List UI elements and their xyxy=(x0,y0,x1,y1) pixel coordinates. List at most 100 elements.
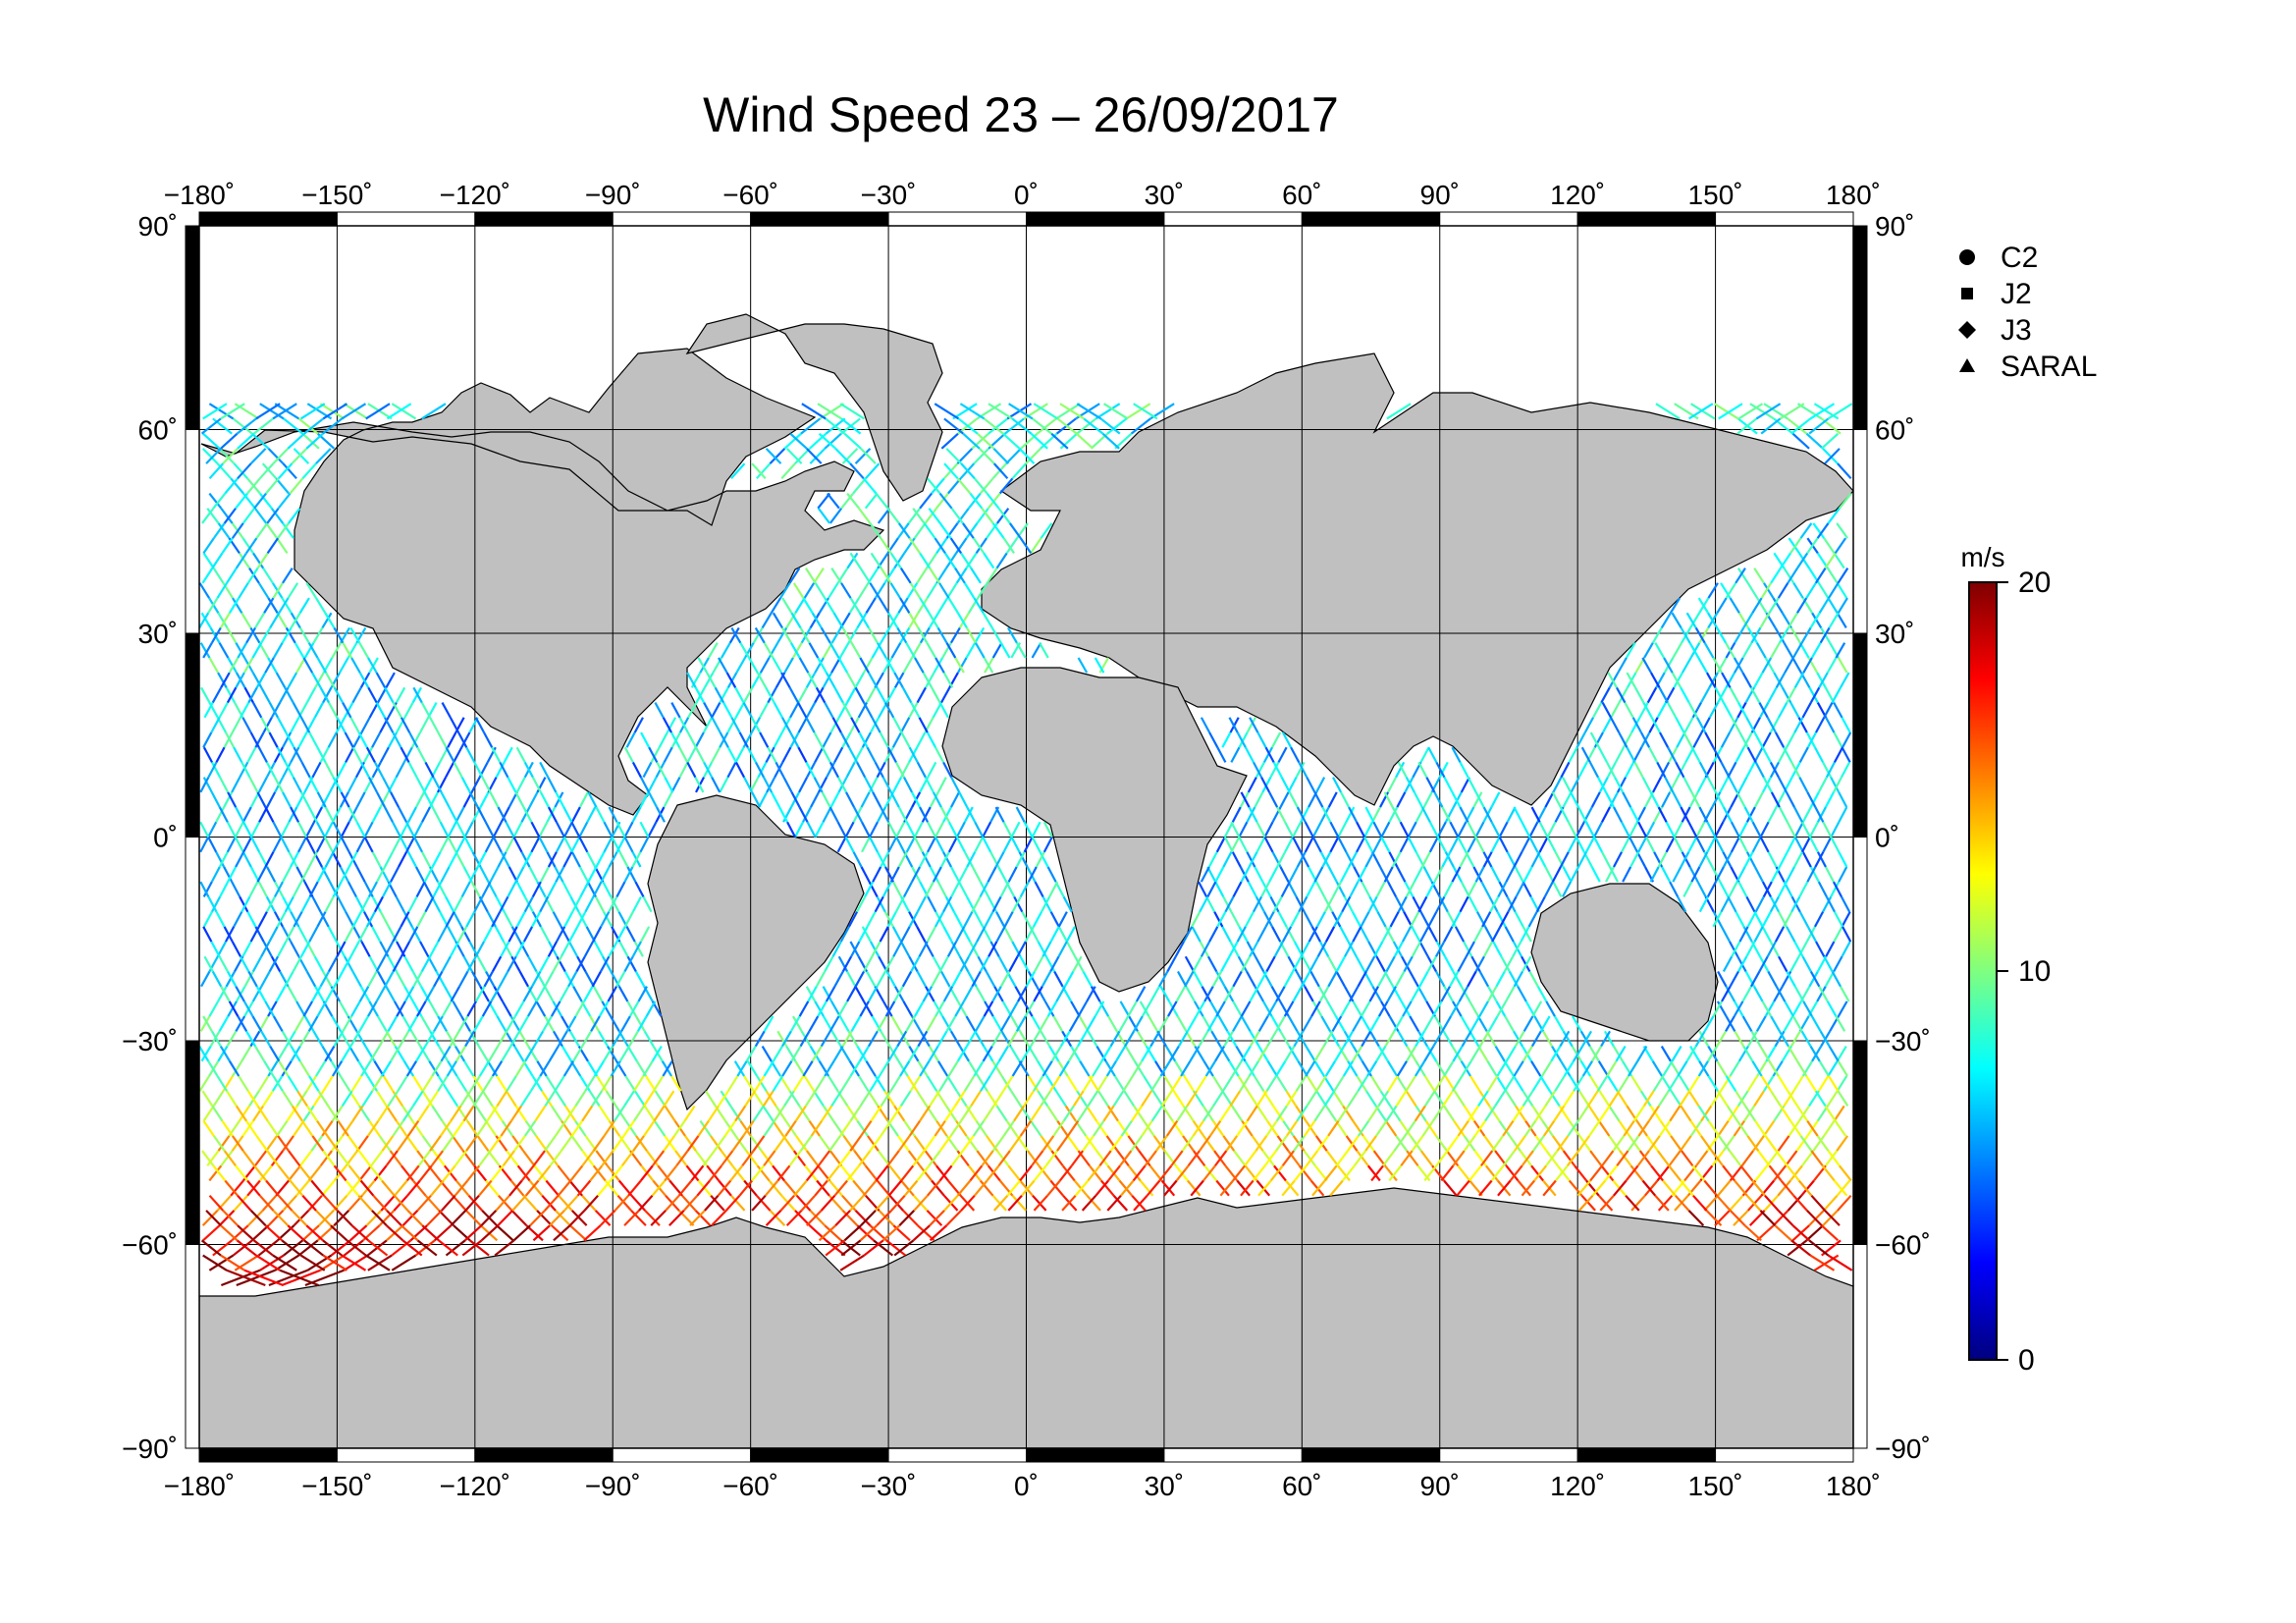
track-segment xyxy=(1787,1090,1799,1107)
track-segment xyxy=(651,1150,666,1166)
track-segment xyxy=(870,1105,882,1122)
track-segment xyxy=(322,970,333,988)
track-segment xyxy=(810,1119,824,1137)
track-segment xyxy=(780,672,791,688)
track-segment xyxy=(1244,746,1255,763)
track-segment xyxy=(509,1179,525,1197)
track-segment xyxy=(1176,1015,1188,1032)
track-segment xyxy=(331,1105,344,1122)
track-segment xyxy=(887,836,898,853)
track-segment xyxy=(219,777,230,793)
track-segment xyxy=(561,1045,572,1062)
track-segment xyxy=(1252,1164,1266,1182)
track-segment xyxy=(1049,955,1060,972)
track-segment xyxy=(1199,1135,1211,1152)
track-segment xyxy=(1597,777,1607,793)
track-segment xyxy=(333,686,345,704)
track-segment xyxy=(828,1150,843,1166)
track-segment xyxy=(1474,821,1485,839)
track-segment xyxy=(880,1090,892,1107)
track-segment xyxy=(1190,1179,1204,1197)
track-segment xyxy=(547,777,558,793)
track-segment xyxy=(218,955,229,972)
track-segment xyxy=(779,1194,795,1212)
track-segment xyxy=(1106,1194,1122,1212)
track-segment xyxy=(1571,1045,1582,1062)
track-segment xyxy=(817,492,831,510)
track-segment xyxy=(286,1105,298,1122)
track-segment xyxy=(1546,836,1557,853)
track-segment xyxy=(1444,955,1455,972)
track-segment xyxy=(392,702,402,719)
track-segment xyxy=(999,1015,1011,1032)
track-segment xyxy=(865,462,881,480)
track-segment xyxy=(1193,1001,1204,1017)
track-segment xyxy=(288,508,301,524)
track-segment xyxy=(664,1164,678,1182)
frame-segment-top xyxy=(198,211,338,227)
track-segment xyxy=(854,986,865,1002)
track-segment xyxy=(1409,1135,1422,1152)
track-segment xyxy=(989,941,1000,957)
track-segment xyxy=(1017,986,1028,1002)
track-segment xyxy=(1767,970,1778,988)
track-segment xyxy=(1107,1164,1121,1182)
track-segment xyxy=(1791,642,1803,659)
track-segment xyxy=(610,895,620,913)
track-segment xyxy=(1824,866,1835,883)
track-segment xyxy=(236,1269,276,1287)
track-segment xyxy=(1180,1060,1192,1077)
track-segment xyxy=(454,1150,467,1166)
track-segment xyxy=(1753,986,1764,1002)
track-segment xyxy=(856,1119,869,1137)
track-segment xyxy=(728,626,740,644)
track-segment xyxy=(305,970,317,988)
track-segment xyxy=(720,1090,732,1107)
track-segment xyxy=(1388,1164,1403,1182)
track-segment xyxy=(1789,1030,1801,1048)
track-segment xyxy=(455,836,466,853)
track-segment xyxy=(1010,821,1021,839)
track-segment xyxy=(1416,986,1428,1002)
track-segment xyxy=(1745,851,1756,868)
track-segment xyxy=(1719,881,1730,897)
track-segment xyxy=(1801,702,1812,719)
track-segment xyxy=(249,731,260,748)
track-segment xyxy=(1219,1105,1232,1122)
track-segment xyxy=(1152,1135,1166,1152)
track-segment xyxy=(1165,1119,1179,1137)
track-segment xyxy=(403,986,415,1002)
track-segment xyxy=(1329,836,1340,853)
track-segment xyxy=(1478,1030,1490,1048)
track-segment xyxy=(852,477,867,495)
track-segment xyxy=(643,1105,656,1122)
track-segment xyxy=(324,612,336,629)
track-segment xyxy=(199,642,211,659)
track-segment xyxy=(795,1135,808,1152)
track-segment xyxy=(1411,941,1422,957)
track-segment xyxy=(913,522,927,539)
track-segment xyxy=(839,1254,865,1271)
track-segment xyxy=(711,1210,727,1226)
track-segment xyxy=(235,1164,248,1182)
track-segment xyxy=(208,1001,220,1017)
track-segment xyxy=(772,1164,785,1182)
track-segment xyxy=(1375,1045,1387,1062)
track-segment xyxy=(1370,1075,1382,1092)
track-segment xyxy=(368,657,379,674)
track-segment xyxy=(637,986,648,1002)
track-segment xyxy=(900,1164,915,1182)
track-segment xyxy=(450,1210,467,1226)
track-segment xyxy=(867,568,880,584)
track-segment xyxy=(1718,403,1743,420)
track-segment xyxy=(253,1239,274,1257)
track-segment xyxy=(1231,806,1242,823)
track-segment xyxy=(293,448,310,464)
track-segment xyxy=(1276,1135,1290,1152)
track-segment xyxy=(226,970,238,988)
track-segment xyxy=(1005,1119,1019,1137)
track-segment xyxy=(794,1060,806,1077)
track-segment xyxy=(1273,1164,1287,1182)
track-segment xyxy=(1504,1075,1516,1092)
track-segment xyxy=(986,492,1000,510)
